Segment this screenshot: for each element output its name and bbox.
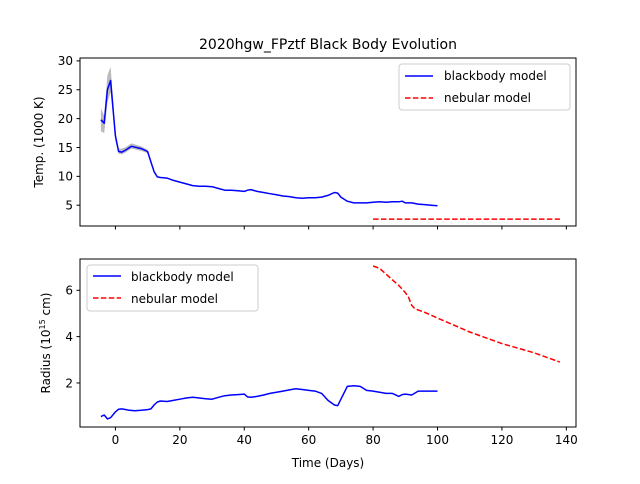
radius-y-tick-label: 2 — [65, 376, 73, 390]
radius-y-tick-label: 6 — [65, 284, 73, 298]
radius-legend: blackbody model nebular model — [86, 264, 259, 312]
radius-y-label: Radius (1015 cm) — [38, 293, 53, 394]
temperature-y-tick-label: 5 — [65, 199, 73, 213]
temperature-lines — [100, 79, 560, 220]
radius-x-tick-label: 40 — [237, 433, 252, 447]
radius-y-label-tail: cm) — [39, 293, 53, 320]
temperature-uncertainty-band-group — [100, 66, 155, 173]
radius-x-tick-label: 20 — [172, 433, 187, 447]
temperature-axes-frame — [79, 57, 577, 227]
radius-legend-label-blackbody: blackbody model — [131, 270, 234, 284]
radius-x-tick-label: 60 — [301, 433, 316, 447]
radius-x-ticks: 0 20 40 60 80 100 120 140 — [112, 427, 578, 447]
radius-x-tick-label: 80 — [365, 433, 380, 447]
temperature-legend-label-blackbody: blackbody model — [444, 69, 547, 83]
radius-lines — [100, 265, 561, 420]
radius-y-label-main: Radius (10 — [39, 329, 53, 393]
temperature-y-label: Temp. (1000 K) — [32, 96, 46, 188]
radius-series-nebular-model — [372, 265, 561, 363]
temperature-legend-label-nebular: nebular model — [444, 91, 531, 105]
temperature-y-tick-label: 15 — [58, 141, 73, 155]
temperature-y-tick-label: 25 — [58, 83, 73, 97]
radius-x-tick-label: 100 — [426, 433, 449, 447]
temperature-y-tick-label: 20 — [58, 112, 73, 126]
radius-y-tick-label: 4 — [65, 330, 73, 344]
radius-y-ticks: 2 4 6 — [65, 284, 80, 390]
temperature-y-ticks: 5 10 15 20 25 30 — [58, 54, 80, 213]
temperature-uncertainty-band — [100, 66, 155, 173]
temperature-series-blackbody-model — [100, 79, 438, 207]
radius-legend-label-nebular: nebular model — [131, 292, 218, 306]
radius-x-label: Time (Days) — [291, 456, 365, 470]
radius-x-tick-label: 120 — [490, 433, 513, 447]
radius-series-blackbody-model — [100, 385, 438, 420]
temperature-legend-box — [398, 63, 571, 111]
radius-y-label-superscript: 15 — [38, 319, 47, 329]
chart-title: 2020hgw_FPztf Black Body Evolution — [199, 37, 457, 53]
temperature-x-ticks — [114, 226, 567, 230]
temperature-panel: 2020hgw_FPztf Black Body Evolution 5 10 15… — [32, 37, 577, 230]
temperature-legend: blackbody model nebular model — [398, 63, 571, 111]
radius-axes-frame — [79, 258, 577, 428]
radius-panel: 0 20 40 60 80 100 120 140 2 4 6 Time (Days) Radiu… — [38, 258, 578, 470]
radius-x-tick-label: 140 — [555, 433, 578, 447]
temperature-y-tick-label: 30 — [58, 54, 73, 68]
radius-legend-box — [86, 264, 259, 312]
temperature-y-tick-label: 10 — [58, 170, 73, 184]
radius-x-tick-label: 0 — [112, 433, 120, 447]
